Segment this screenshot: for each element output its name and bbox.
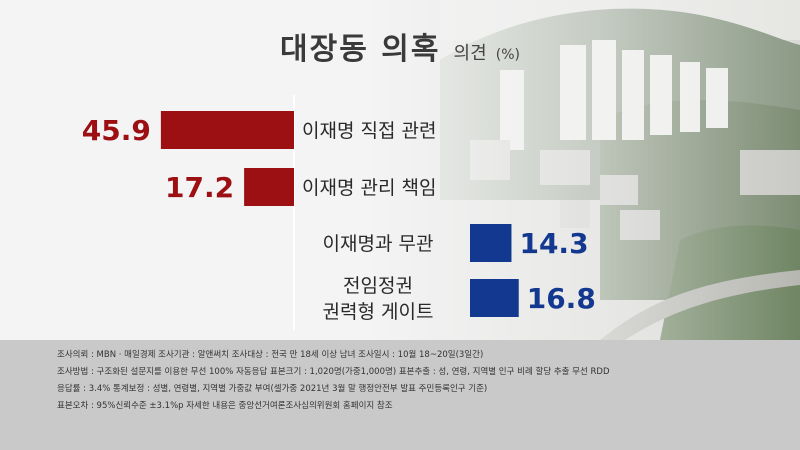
footer-line-2: 조사방법 : 구조화된 설문지를 이용한 무선 100% 자동응답 표본크기 :… <box>57 367 610 377</box>
footer-line-3: 응답률 : 3.4% 통계보정 : 성별, 연령별, 지역별 가중값 부여(셀가… <box>57 384 488 394</box>
bar-2 <box>244 168 294 206</box>
footer-line-4: 표본오차 : 95%신뢰수준 ±3.1%p 자세한 내용은 중앙선거여론조사심의… <box>57 401 393 411</box>
value-label-2: 17.2 <box>165 171 234 204</box>
value-label-3: 14.3 <box>519 227 588 260</box>
category-label-2: 이재명 관리 책임 <box>302 177 436 199</box>
category-label-4-1: 전임정권 <box>343 275 413 297</box>
category-label-1: 이재명 직접 관련 <box>302 120 436 142</box>
value-label-4: 16.8 <box>527 282 596 315</box>
bar-3 <box>470 224 512 262</box>
bar-4 <box>470 279 519 317</box>
footer-line-1: 조사의뢰 : MBN · 매일경제 조사기관 : 알앤써치 조사대상 : 전국 … <box>57 350 484 360</box>
opinion-bar-chart: 45.9 이재명 직접 관련 17.2 이재명 관리 책임 14.3 이재명과 무관 16.… <box>82 95 596 330</box>
category-label-4-2: 권력형 게이트 <box>323 301 434 323</box>
bar-1 <box>160 111 294 149</box>
title-main: 대장동 의혹 <box>280 32 441 67</box>
category-label-3: 이재명과 무관 <box>323 233 434 255</box>
title-sub: 의견 <box>453 43 487 64</box>
survey-methodology-footer: 조사의뢰 : MBN · 매일경제 조사기관 : 알앤써치 조사대상 : 전국 … <box>0 340 800 450</box>
title-unit: (%) <box>495 47 520 63</box>
chart-title: 대장동 의혹 의견 (%) <box>0 24 800 68</box>
value-label-1: 45.9 <box>82 114 151 147</box>
